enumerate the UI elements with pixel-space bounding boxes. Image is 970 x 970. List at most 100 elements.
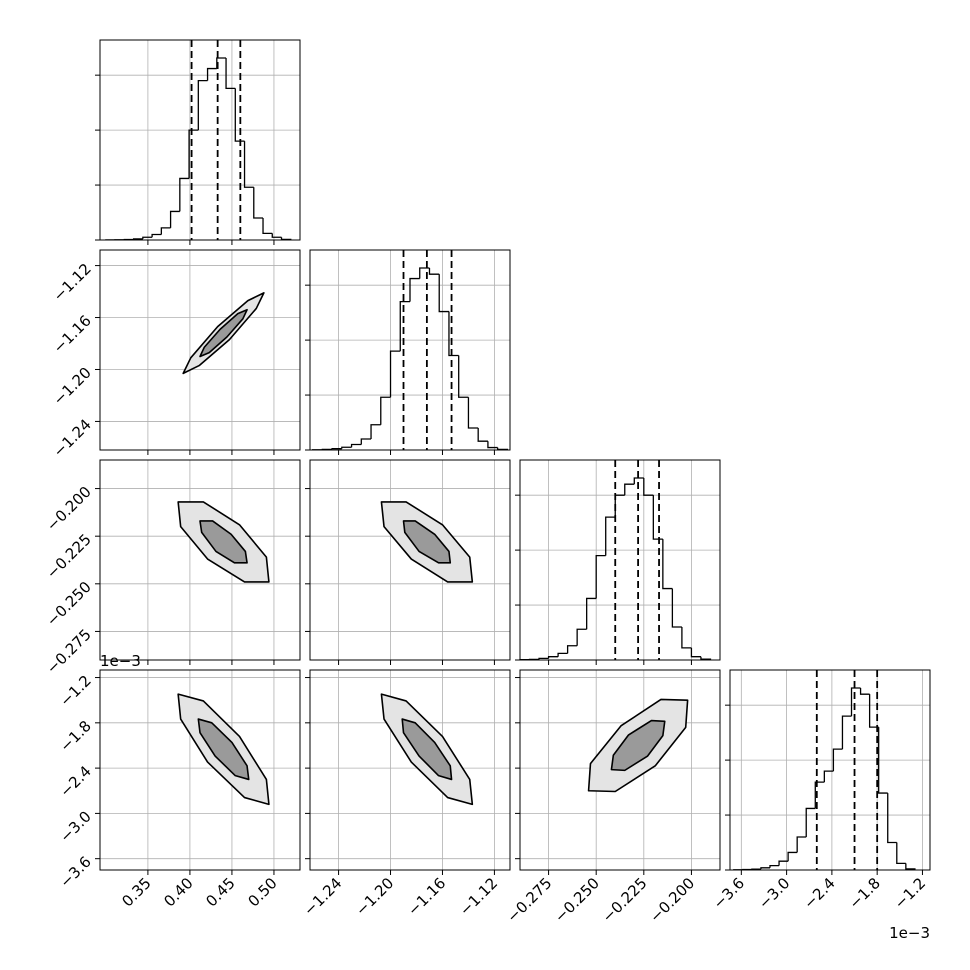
x-tick-label: −1.16	[404, 874, 449, 919]
hist-step	[769, 864, 780, 868]
panel-frame	[309, 249, 511, 451]
x-tick-label: −0.225	[599, 874, 651, 926]
hist-step	[787, 851, 798, 862]
hist-step	[805, 807, 816, 838]
panel-frame	[519, 459, 721, 661]
hist-step	[142, 236, 153, 239]
hist-step	[234, 88, 245, 142]
hist-step	[467, 397, 479, 429]
hist-step	[681, 627, 692, 649]
x-tick-label: −0.250	[551, 874, 603, 926]
y-tick-label: −0.225	[43, 530, 95, 582]
hist-step	[557, 652, 568, 657]
hist-step	[814, 781, 825, 809]
panel-frame	[99, 249, 301, 451]
x-tick-label: −2.4	[800, 874, 838, 912]
panel-frame	[309, 459, 511, 661]
panel-frame	[99, 39, 301, 241]
hist-step	[477, 428, 488, 442]
panel-frame	[99, 669, 301, 871]
hist-step	[547, 656, 559, 659]
hist-step	[868, 694, 879, 728]
hist-step	[409, 277, 420, 302]
x-tick-label: 0.50	[244, 874, 280, 910]
hist-step	[179, 177, 190, 212]
x-tick-label: −0.275	[503, 874, 555, 926]
hist-step	[370, 424, 381, 440]
x-tick-label: 0.40	[160, 874, 196, 910]
hist-step	[188, 129, 199, 179]
hist-step	[169, 210, 180, 228]
hist-step	[225, 58, 236, 90]
y-tick-label: −0.275	[43, 626, 95, 678]
hist-step	[132, 238, 143, 240]
hist-step	[624, 483, 635, 496]
hist-step	[605, 516, 616, 556]
y-tick-label: −1.20	[50, 364, 95, 409]
hist-step	[566, 645, 578, 654]
y-tick-label: −1.16	[50, 312, 95, 357]
x-tick-label: 0.45	[202, 874, 238, 910]
hist-step	[690, 647, 701, 658]
panel-frame	[309, 669, 511, 871]
hist-step	[331, 448, 342, 450]
hist-step	[399, 300, 410, 352]
y-tick-label: −3.6	[56, 853, 94, 891]
y-tick-label: −1.8	[56, 717, 94, 755]
hist-step	[538, 657, 549, 660]
hist-step	[576, 628, 587, 646]
contour	[199, 520, 248, 564]
hist-step	[160, 227, 171, 235]
hist-step	[905, 863, 916, 870]
hist-step	[643, 478, 654, 496]
hist-step	[151, 233, 162, 238]
hist-step	[271, 233, 282, 238]
x-tick-label: −3.6	[710, 874, 748, 912]
x-tick-label: −1.12	[456, 874, 501, 919]
hist-step	[760, 867, 770, 870]
hist-step	[586, 597, 597, 630]
y-tick-label: −1.2	[56, 672, 94, 710]
x-tick-label: −0.200	[646, 874, 698, 926]
y-tick-label: −1.24	[50, 416, 95, 461]
contour	[199, 308, 248, 358]
y-tick-label: −2.4	[56, 762, 94, 800]
hist-step	[380, 396, 391, 425]
hist-step	[671, 588, 682, 628]
x-tick-label: −3.0	[755, 874, 793, 912]
hist-step	[197, 80, 208, 131]
hist-step	[823, 770, 834, 783]
x-tick-label: −1.24	[300, 874, 345, 919]
hist-step	[859, 688, 870, 695]
x-tick-label: −1.8	[846, 874, 884, 912]
hist-step	[652, 495, 663, 540]
panel-frame	[729, 669, 931, 871]
hist-step	[428, 268, 440, 275]
y-tick-label: −0.200	[43, 483, 95, 535]
hist-step	[778, 860, 789, 866]
x-tick-label: −1.2	[891, 874, 929, 912]
hist-step	[262, 218, 273, 235]
panel-frame	[519, 669, 721, 871]
hist-step	[389, 350, 401, 398]
hist-step	[341, 446, 352, 449]
panel-frame	[99, 459, 301, 661]
hist-step	[887, 793, 897, 844]
contour	[401, 718, 453, 781]
hist-step	[878, 727, 888, 794]
hist-step	[458, 355, 469, 398]
y-tick-label: −1.12	[50, 260, 95, 305]
hist-step	[633, 477, 644, 485]
hist-step	[896, 842, 906, 865]
hist-step	[253, 187, 264, 219]
hist-step	[448, 311, 459, 357]
hist-step	[243, 141, 254, 188]
contour	[610, 719, 666, 772]
hist-step	[360, 438, 372, 445]
hist-step	[832, 748, 843, 772]
x-tick-label: −1.20	[352, 874, 397, 919]
y-tick-label: −0.250	[43, 578, 95, 630]
hist-step	[796, 836, 807, 853]
x-tick-label: 0.35	[118, 874, 154, 910]
